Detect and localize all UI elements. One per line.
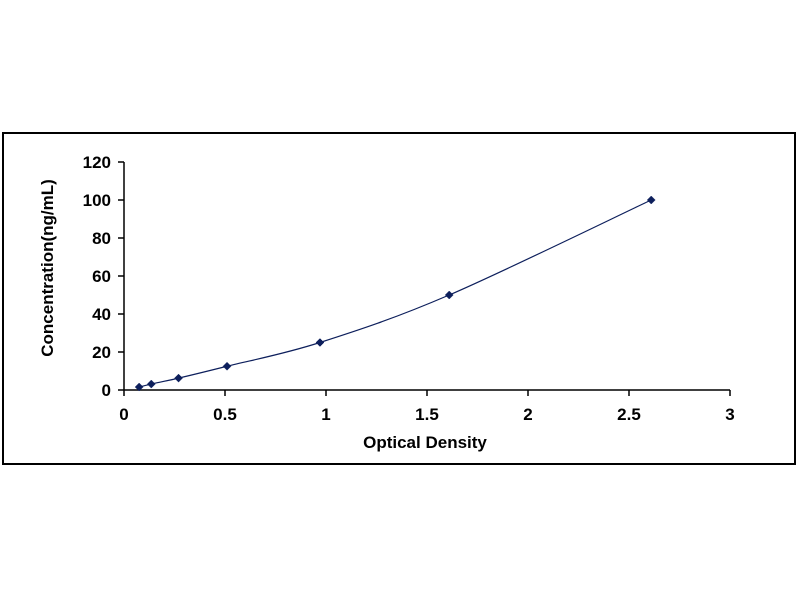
y-tick-label: 20 <box>92 343 111 362</box>
data-point-marker <box>146 379 156 389</box>
x-tick-label: 0.5 <box>213 405 237 424</box>
x-tick-label: 0 <box>119 405 128 424</box>
x-tick-label: 2.5 <box>617 405 641 424</box>
figure-frame <box>2 132 796 465</box>
data-point-marker <box>174 373 183 383</box>
data-markers <box>134 195 656 392</box>
data-point-marker <box>646 195 656 205</box>
y-tick-labels: 0 20 40 60 80 100 120 <box>83 153 111 400</box>
x-tick-label: 2 <box>523 405 532 424</box>
x-tick-labels: 0 0.5 1 1.5 2 2.5 3 <box>119 405 734 424</box>
y-tick-label: 80 <box>92 229 111 248</box>
y-tick-label: 40 <box>92 305 111 324</box>
x-tick-label: 1 <box>321 405 330 424</box>
axes <box>118 161 731 396</box>
y-axis-title: Concentration(ng/mL) <box>38 179 57 357</box>
y-tick-label: 60 <box>92 267 111 286</box>
data-point-marker <box>315 338 325 347</box>
y-tick-label: 100 <box>83 191 111 210</box>
x-axis-title: Optical Density <box>363 433 487 452</box>
fit-curve <box>139 199 652 388</box>
y-tick-label: 0 <box>102 381 111 400</box>
data-point-marker <box>134 382 144 392</box>
data-point-marker <box>444 290 454 300</box>
x-tick-label: 1.5 <box>415 405 439 424</box>
y-tick-label: 120 <box>83 153 111 172</box>
data-point-marker <box>222 361 232 371</box>
x-tick-label: 3 <box>725 405 734 424</box>
